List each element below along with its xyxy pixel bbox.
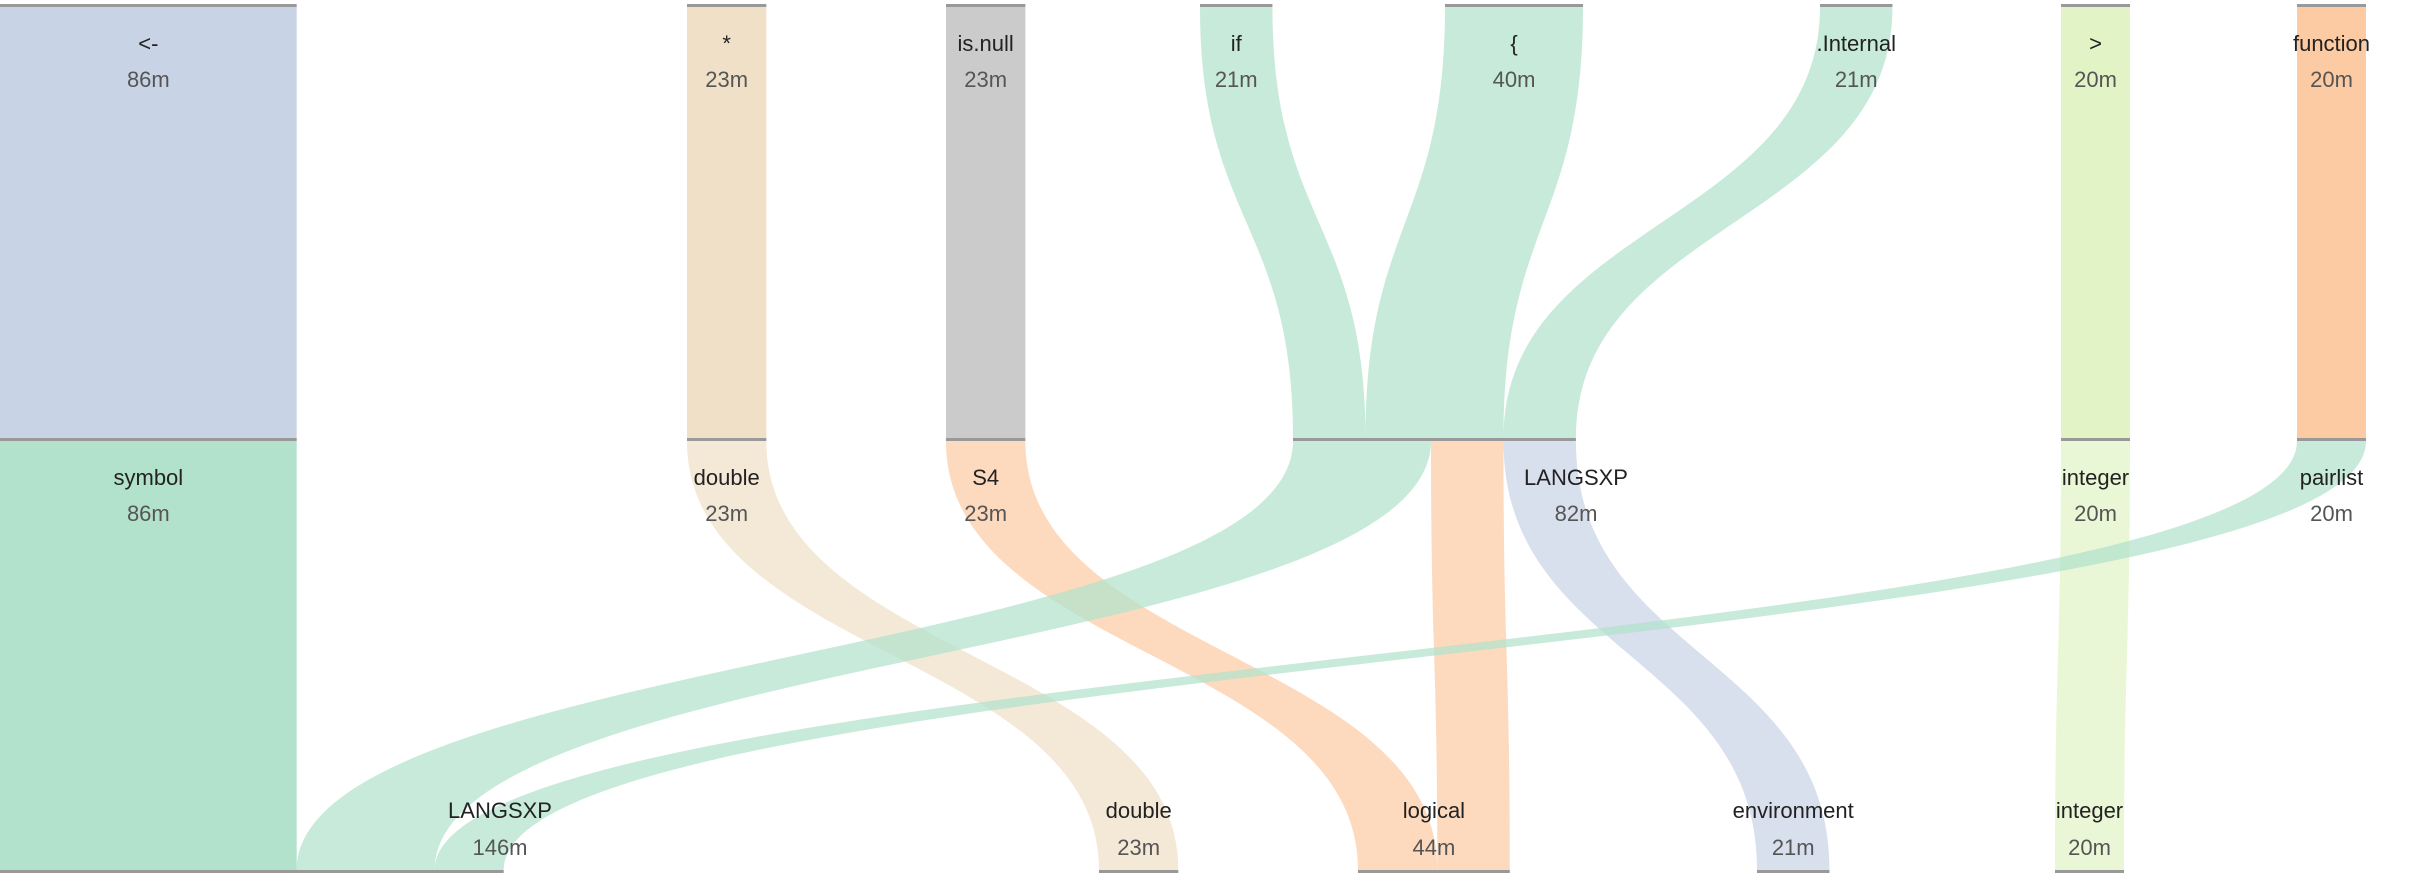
node-value-a-s4: 23m	[964, 501, 1007, 526]
node-bar-a-pairlist	[2297, 438, 2366, 441]
node-label-f-if: if	[1231, 31, 1243, 56]
node-label-f-gt: >	[2089, 31, 2102, 56]
node-label-a-double: double	[694, 465, 760, 490]
node-value-r-langsxp: 146m	[472, 835, 527, 860]
node-bar-f-mult	[687, 4, 767, 7]
node-bar-r-logical	[1358, 870, 1510, 873]
link-layer	[296, 7, 2367, 870]
link-a-pairlist-to-r-langsxp	[434, 441, 2367, 870]
node-label-f-brace: {	[1510, 31, 1517, 56]
node-bar-f-isnull	[946, 4, 1026, 7]
node-value-a-integer: 20m	[2074, 501, 2117, 526]
node-label-f-isnull: is.null	[958, 31, 1014, 56]
node-bar-a-symbol	[0, 438, 297, 441]
node-label-a-pairlist: pairlist	[2300, 465, 2364, 490]
node-bar-r-double	[1099, 870, 1179, 873]
link-a-langsxp-to-r-langsxp	[296, 441, 1432, 870]
node-value-f-isnull: 23m	[964, 67, 1007, 92]
node-bar-a-s4	[946, 438, 1026, 441]
node-value-f-gt: 20m	[2074, 67, 2117, 92]
node-label-r-langsxp: LANGSXP	[448, 798, 552, 823]
node-label-a-s4: S4	[972, 465, 999, 490]
node-value-a-double: 23m	[705, 501, 748, 526]
node-value-r-integer: 20m	[2068, 835, 2111, 860]
label-layer: <- 86m * 23m is.null 23m if 21m {40m .Internal 21m…	[114, 31, 2371, 860]
link-f-if-to-a-langsxp	[1200, 7, 1366, 438]
node-bar-f-brace	[1445, 4, 1583, 7]
link-a-symbol-to-r-langsxp	[0, 441, 297, 870]
link-a-langsxp-to-r-environment	[1503, 441, 1830, 870]
node-value-r-environment: 21m	[1772, 835, 1815, 860]
node-bar-f-assign	[0, 4, 297, 7]
link-f-brace-to-a-langsxp	[1365, 7, 1583, 438]
node-label-f-internal: .Internal	[1816, 31, 1896, 56]
node-value-f-brace: 40m	[1493, 67, 1536, 92]
node-bar-f-internal	[1820, 4, 1893, 7]
node-bar-a-integer	[2061, 438, 2130, 441]
node-label-r-environment: environment	[1733, 798, 1854, 823]
node-value-a-pairlist: 20m	[2310, 501, 2353, 526]
link-f-mult-to-a-double	[687, 7, 767, 438]
node-value-f-assign: 86m	[127, 67, 170, 92]
node-value-f-mult: 23m	[705, 67, 748, 92]
link-a-s4-to-r-logical	[946, 441, 1438, 870]
band-layer	[0, 7, 2366, 870]
node-label-r-double: double	[1106, 798, 1172, 823]
node-label-a-integer: integer	[2062, 465, 2129, 490]
node-bar-f-gt	[2061, 4, 2130, 7]
link-a-langsxp-to-r-logical	[1431, 441, 1510, 870]
node-label-a-langsxp: LANGSXP	[1524, 465, 1628, 490]
node-value-f-internal: 21m	[1835, 67, 1878, 92]
node-bar-a-double	[687, 438, 767, 441]
node-bar-r-integer	[2055, 870, 2124, 873]
link-f-gt-to-a-integer	[2061, 7, 2130, 438]
node-label-f-mult: *	[722, 31, 731, 56]
link-f-isnull-to-a-s4	[946, 7, 1026, 438]
link-f-internal-to-a-langsxp	[1503, 7, 1893, 438]
node-label-f-function: function	[2293, 31, 2370, 56]
node-value-f-if: 21m	[1215, 67, 1258, 92]
link-f-assign-to-a-symbol	[0, 7, 297, 438]
node-label-r-integer: integer	[2056, 798, 2123, 823]
link-f-function-to-a-pairlist	[2297, 7, 2366, 438]
node-label-f-assign: <-	[138, 31, 158, 56]
node-label-a-symbol: symbol	[114, 465, 184, 490]
bar-layer	[0, 4, 2366, 873]
node-value-r-double: 23m	[1117, 835, 1160, 860]
node-bar-f-function	[2297, 4, 2366, 7]
node-value-r-logical: 44m	[1413, 835, 1456, 860]
node-label-r-logical: logical	[1403, 798, 1465, 823]
node-bar-r-langsxp	[0, 870, 504, 873]
node-value-f-function: 20m	[2310, 67, 2353, 92]
node-value-a-symbol: 86m	[127, 501, 170, 526]
node-bar-f-if	[1200, 4, 1273, 7]
node-value-a-langsxp: 82m	[1555, 501, 1598, 526]
node-bar-a-langsxp	[1293, 438, 1576, 441]
node-bar-r-environment	[1757, 870, 1830, 873]
